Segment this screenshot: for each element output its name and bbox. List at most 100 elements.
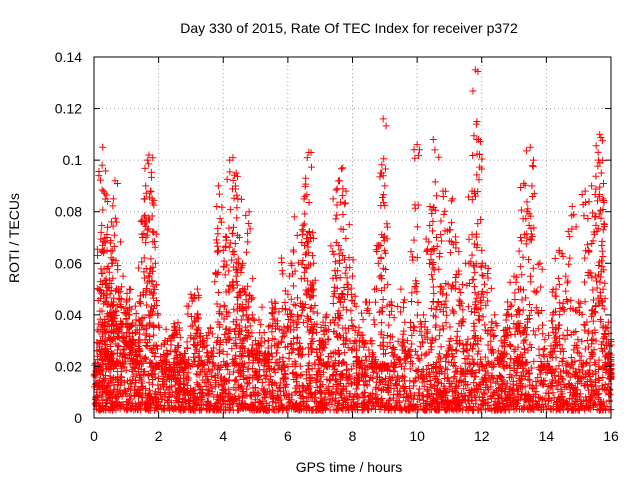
data-point (460, 385, 468, 393)
data-point (317, 324, 325, 332)
data-point (415, 389, 423, 397)
data-point (577, 379, 585, 387)
data-point (261, 391, 269, 399)
data-point (232, 185, 240, 193)
data-point (310, 259, 318, 267)
data-point (552, 365, 560, 373)
data-point (517, 263, 525, 271)
data-point (379, 296, 387, 304)
data-point (456, 405, 464, 413)
data-point (94, 359, 102, 367)
data-point (236, 367, 244, 375)
data-point (307, 163, 315, 171)
data-point (573, 386, 581, 394)
data-point (327, 242, 335, 250)
data-point (491, 311, 499, 319)
data-point (597, 214, 605, 222)
data-point (407, 248, 415, 256)
data-point (149, 282, 157, 290)
data-point (230, 223, 237, 231)
data-point (418, 392, 426, 400)
data-point (478, 375, 486, 383)
data-point (442, 319, 450, 327)
data-point (189, 386, 197, 394)
data-point (581, 298, 589, 306)
data-point (431, 178, 439, 186)
data-point (555, 274, 563, 282)
data-point (449, 361, 457, 369)
data-point (238, 382, 246, 390)
data-point (112, 257, 120, 265)
data-point (378, 161, 386, 169)
data-point (522, 294, 530, 302)
data-point (518, 296, 526, 304)
data-point (131, 391, 139, 399)
data-point (342, 395, 350, 403)
data-point (461, 378, 469, 386)
data-point (189, 406, 197, 414)
data-point (414, 299, 422, 307)
data-point (147, 363, 155, 371)
data-point (98, 221, 106, 229)
data-point (513, 365, 521, 373)
data-point (107, 287, 115, 294)
data-point (295, 402, 303, 410)
data-point (359, 377, 367, 385)
data-point (389, 352, 397, 360)
data-point (265, 378, 273, 386)
data-point (424, 361, 432, 369)
data-point (406, 365, 414, 373)
x-tick-label: 14 (539, 428, 555, 444)
data-point (481, 321, 489, 329)
data-point (101, 195, 109, 203)
data-point (183, 373, 191, 381)
data-point (338, 192, 346, 200)
data-point (501, 388, 509, 396)
data-point (278, 400, 286, 408)
data-point (254, 405, 262, 413)
data-point (230, 305, 238, 313)
data-point (508, 402, 516, 410)
data-point (397, 363, 405, 371)
data-point (570, 210, 578, 218)
data-point (465, 352, 473, 360)
data-point (262, 368, 270, 376)
data-point (427, 380, 435, 388)
data-point (96, 286, 104, 294)
data-point (567, 296, 575, 304)
data-point (384, 280, 392, 288)
data-point (106, 239, 114, 247)
y-tick-label: 0 (74, 410, 82, 426)
data-point (212, 236, 220, 244)
data-point (173, 394, 181, 402)
data-point (117, 376, 125, 384)
x-tick-label: 10 (409, 428, 425, 444)
data-point (305, 385, 313, 393)
data-point (97, 325, 105, 333)
data-point (228, 345, 236, 353)
data-point (127, 380, 135, 388)
data-point (259, 398, 267, 406)
data-point (263, 399, 271, 407)
data-point (221, 406, 229, 414)
data-point (378, 367, 386, 375)
data-point (511, 289, 519, 297)
data-point (183, 338, 191, 346)
data-point (552, 376, 560, 384)
data-point (341, 199, 349, 207)
data-point (131, 364, 139, 372)
data-point (329, 195, 337, 203)
data-point (109, 222, 117, 230)
data-point (213, 248, 221, 256)
data-point (381, 182, 389, 190)
data-point (328, 400, 336, 408)
data-point (192, 370, 200, 378)
data-point (395, 397, 403, 405)
data-point (385, 321, 393, 329)
data-point (216, 392, 224, 400)
data-point (217, 380, 225, 388)
data-point (335, 250, 343, 258)
data-point (213, 406, 221, 414)
data-point (167, 341, 175, 349)
data-point (229, 399, 237, 407)
